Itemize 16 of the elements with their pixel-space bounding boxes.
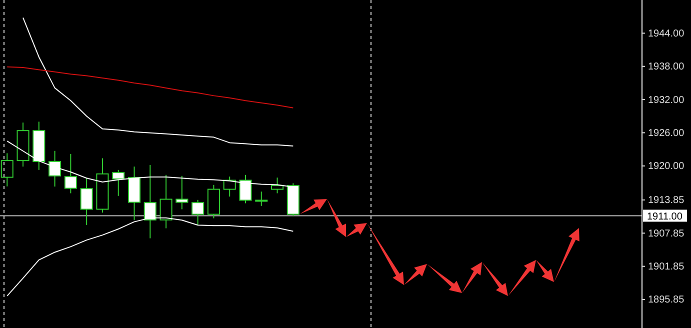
y-tick-label: 1895.85 [648, 294, 685, 306]
y-tick-label: 1913.85 [648, 195, 685, 206]
ref-line-label: 1911.00 [647, 212, 683, 223]
candlestick [271, 177, 284, 194]
y-tick-label: 1920.00 [648, 161, 685, 172]
y-tick-label: 1932.00 [648, 94, 685, 106]
y-tick-label: 1938.00 [648, 62, 685, 73]
candlestick [255, 191, 268, 206]
line-series [22, 17, 294, 147]
y-tick-label: 1926.00 [648, 128, 685, 139]
candlestick [160, 174, 172, 229]
y-tick-label: 1901.85 [648, 262, 685, 273]
y-tick-label: 1944.00 [648, 28, 685, 40]
line-series [6, 66, 294, 108]
candlestick [223, 176, 236, 198]
y-tick-label: 1907.85 [648, 228, 685, 240]
